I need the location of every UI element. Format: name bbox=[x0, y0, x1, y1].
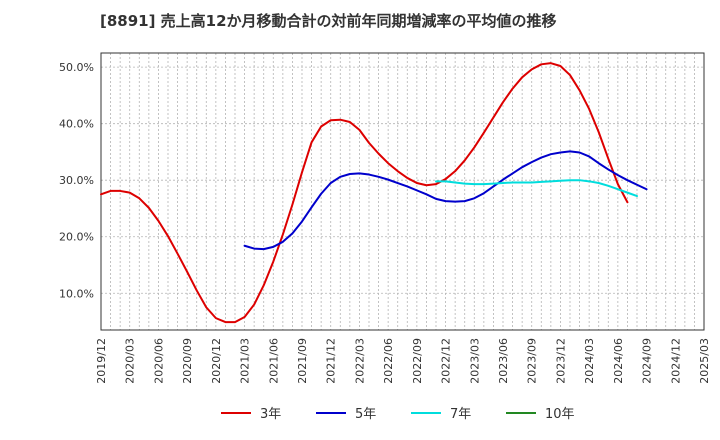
chart-title: [8891] 売上高12か月移動合計の対前年同期増減率の平均値の推移 bbox=[100, 12, 557, 30]
x-tick-label: 2021/09 bbox=[296, 338, 309, 384]
x-tick-label: 2019/12 bbox=[95, 338, 108, 384]
x-tick-label: 2025/03 bbox=[698, 338, 711, 384]
series-line-5年 bbox=[243, 150, 648, 251]
x-tick-label: 2020/06 bbox=[152, 338, 165, 384]
series-line-3年 bbox=[100, 62, 629, 324]
y-axis-tick-labels: 10.0% 20.0% 30.0% 40.0% 50.0% bbox=[59, 61, 94, 300]
x-tick-label: 2023/09 bbox=[526, 338, 539, 384]
x-axis-tick-labels: 2019/12 2020/03 2020/06 2020/09 2020/12 2021/… bbox=[95, 338, 711, 384]
x-tick-label: 2022/03 bbox=[353, 338, 366, 384]
legend-label: 10年 bbox=[545, 407, 575, 422]
y-tick-label: 10.0% bbox=[59, 287, 94, 300]
x-tick-label: 2020/09 bbox=[181, 338, 194, 384]
x-tick-label: 2021/03 bbox=[239, 338, 252, 384]
x-tick-label: 2021/06 bbox=[267, 338, 280, 384]
x-tick-label: 2024/12 bbox=[669, 338, 682, 384]
grid-lines bbox=[100, 53, 705, 330]
plot-area bbox=[100, 52, 705, 331]
x-tick-label: 2020/12 bbox=[210, 338, 223, 384]
x-tick-label: 2021/12 bbox=[325, 338, 338, 384]
y-tick-label: 20.0% bbox=[59, 231, 94, 244]
legend-label: 7年 bbox=[450, 407, 471, 422]
x-tick-label: 2022/12 bbox=[440, 338, 453, 384]
x-tick-label: 2022/09 bbox=[411, 338, 424, 384]
series-line-7年 bbox=[435, 179, 638, 198]
x-tick-label: 2023/03 bbox=[468, 338, 481, 384]
legend-label: 5年 bbox=[355, 407, 376, 422]
x-tick-label: 2023/12 bbox=[554, 338, 567, 384]
x-tick-label: 2024/03 bbox=[583, 338, 596, 384]
legend: 3年 5年 7年 10年 bbox=[221, 407, 575, 422]
y-tick-label: 40.0% bbox=[59, 118, 94, 131]
x-tick-label: 2022/06 bbox=[382, 338, 395, 384]
x-tick-label: 2020/03 bbox=[124, 338, 137, 384]
y-tick-label: 50.0% bbox=[59, 61, 94, 74]
legend-label: 3年 bbox=[260, 407, 281, 422]
x-tick-label: 2024/09 bbox=[641, 338, 654, 384]
x-tick-label: 2024/06 bbox=[612, 338, 625, 384]
x-tick-label: 2023/06 bbox=[497, 338, 510, 384]
y-tick-label: 30.0% bbox=[59, 174, 94, 187]
series-lines bbox=[100, 62, 648, 324]
